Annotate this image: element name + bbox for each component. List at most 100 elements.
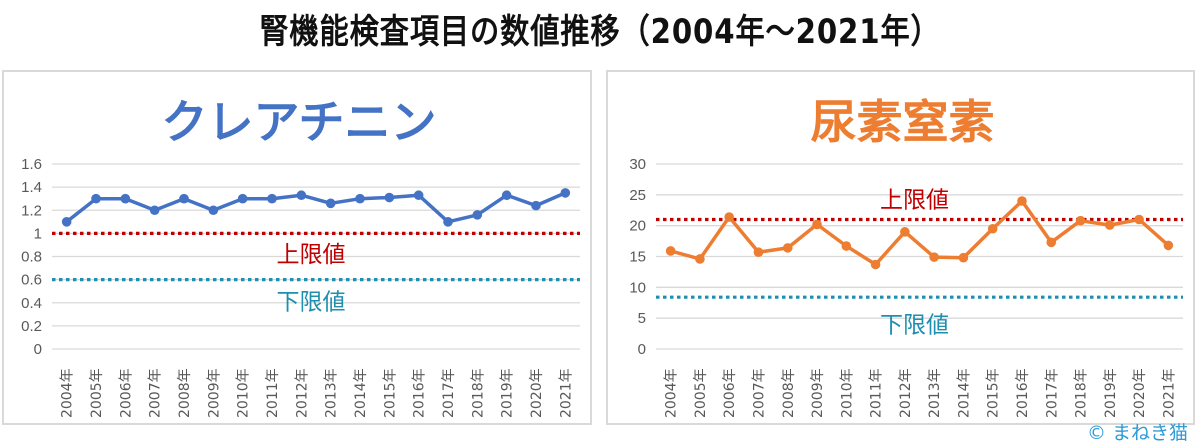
y-tick-label: 1.6 — [21, 156, 42, 173]
x-tick-label: 2010年 — [839, 368, 855, 418]
data-point-marker — [929, 252, 939, 262]
data-point-marker — [61, 217, 72, 227]
x-tick-label: 2012年 — [294, 368, 310, 418]
series-line — [670, 199, 1170, 267]
y-tick-label: 1 — [34, 225, 42, 242]
x-tick-label: 2019年 — [1103, 368, 1119, 418]
data-point-marker — [1017, 196, 1027, 206]
bun-chart-panel: 尿素窒素 0 5 10 15 20 25 30 上限値下限値 2004年 2005年 2006年 200… — [606, 70, 1195, 425]
x-tick-label: 2004年 — [60, 368, 76, 418]
data-point-marker — [325, 198, 336, 209]
x-tick-label: 2018年 — [1074, 368, 1090, 418]
data-point-marker — [179, 193, 189, 204]
x-tick-label: 2009年 — [206, 368, 222, 418]
data-point-marker — [120, 193, 131, 204]
x-tick-label: 2006年 — [722, 368, 738, 418]
y-tick-label: 5 — [638, 310, 646, 327]
data-point-marker — [355, 193, 365, 204]
data-point-marker — [900, 227, 910, 237]
data-point-marker — [267, 193, 277, 204]
x-tick-label: 2007年 — [751, 368, 767, 418]
x-tick-label: 2012年 — [898, 368, 914, 418]
data-point-marker — [501, 190, 512, 201]
reference-line-label: 上限値 — [880, 187, 949, 213]
x-tick-label: 2010年 — [236, 368, 252, 418]
x-tick-label: 2005年 — [89, 368, 105, 418]
x-tick-label: 2018年 — [470, 368, 486, 418]
data-point-marker — [870, 259, 881, 270]
data-point-marker — [695, 254, 705, 264]
y-tick-label: 0 — [34, 341, 42, 358]
data-point-marker — [1134, 214, 1144, 225]
y-tick-label: 0 — [638, 341, 646, 358]
y-tick-label: 30 — [629, 156, 646, 173]
data-point-marker — [91, 193, 101, 204]
data-point-marker — [1163, 240, 1174, 251]
x-tick-label: 2021年 — [558, 368, 574, 418]
data-point-marker — [443, 217, 453, 227]
y-tick-label: 20 — [629, 218, 646, 235]
x-tick-label: 2008年 — [177, 368, 193, 418]
x-tick-label: 2009年 — [810, 368, 826, 418]
y-tick-label: 10 — [629, 279, 646, 296]
y-tick-label: 0.2 — [21, 318, 42, 335]
x-tick-label: 2017年 — [1044, 368, 1060, 418]
x-tick-label: 2007年 — [148, 368, 164, 418]
x-tick-label: 2020年 — [1132, 368, 1148, 418]
x-tick-label: 2013年 — [927, 368, 943, 418]
data-point-marker — [841, 241, 852, 251]
data-point-marker — [208, 205, 219, 216]
x-tick-label: 2011年 — [869, 368, 885, 418]
data-point-marker — [384, 192, 395, 203]
x-tick-label: 2015年 — [986, 368, 1002, 418]
x-tick-label: 2011年 — [265, 368, 281, 418]
x-tick-label: 2006年 — [118, 368, 134, 418]
data-point-marker — [560, 188, 571, 198]
x-tick-label: 2014年 — [353, 368, 369, 418]
y-tick-label: 0.6 — [21, 272, 42, 289]
data-point-marker — [812, 219, 822, 230]
series-line — [65, 191, 566, 224]
y-tick-label: 15 — [629, 249, 646, 266]
y-tick-label: 0.8 — [21, 249, 42, 266]
x-tick-label: 2008年 — [781, 368, 797, 418]
data-point-marker — [531, 200, 541, 211]
x-tick-label: 2004年 — [664, 368, 680, 418]
data-point-marker — [987, 223, 998, 234]
x-tick-label: 2013年 — [324, 368, 340, 418]
reference-line-label: 上限値 — [277, 242, 346, 268]
y-tick-label: 25 — [629, 187, 646, 204]
creatinine-chart-panel: クレアチニン 0 0.2 0.4 0.6 0.8 1 1.2 1.4 1.6 上限値下限値 2004年… — [2, 70, 592, 425]
chart-title: クレアチニン — [161, 95, 436, 149]
x-tick-label: 2005年 — [693, 368, 709, 418]
y-tick-label: 1.2 — [21, 202, 42, 219]
x-tick-label: 2016年 — [1015, 368, 1031, 418]
data-point-marker — [1075, 215, 1086, 226]
data-point-marker — [724, 212, 734, 222]
data-point-marker — [296, 190, 307, 201]
reference-line-label: 下限値 — [880, 312, 949, 338]
data-point-marker — [149, 205, 160, 216]
data-point-marker — [958, 252, 969, 263]
x-tick-label: 2017年 — [441, 368, 457, 418]
x-tick-label: 2016年 — [412, 368, 428, 418]
x-tick-label: 2020年 — [529, 368, 545, 418]
copyright-label: © まねき猫 — [1086, 422, 1188, 444]
data-point-marker — [413, 190, 424, 201]
chart-title: 尿素窒素 — [811, 95, 995, 149]
reference-line-label: 下限値 — [277, 289, 346, 315]
y-tick-label: 0.4 — [21, 295, 42, 312]
data-point-marker — [472, 210, 483, 220]
data-point-marker — [753, 247, 764, 257]
y-tick-label: 1.4 — [21, 179, 42, 196]
data-point-marker — [237, 193, 248, 204]
page-title: 腎機能検査項目の数値推移（2004年～2021年） — [259, 12, 941, 52]
data-point-marker — [782, 243, 793, 253]
x-tick-label: 2019年 — [500, 368, 516, 418]
data-point-marker — [1105, 220, 1115, 230]
x-tick-label: 2015年 — [382, 368, 398, 418]
data-point-marker — [665, 246, 676, 256]
x-tick-label: 2021年 — [1161, 368, 1177, 418]
